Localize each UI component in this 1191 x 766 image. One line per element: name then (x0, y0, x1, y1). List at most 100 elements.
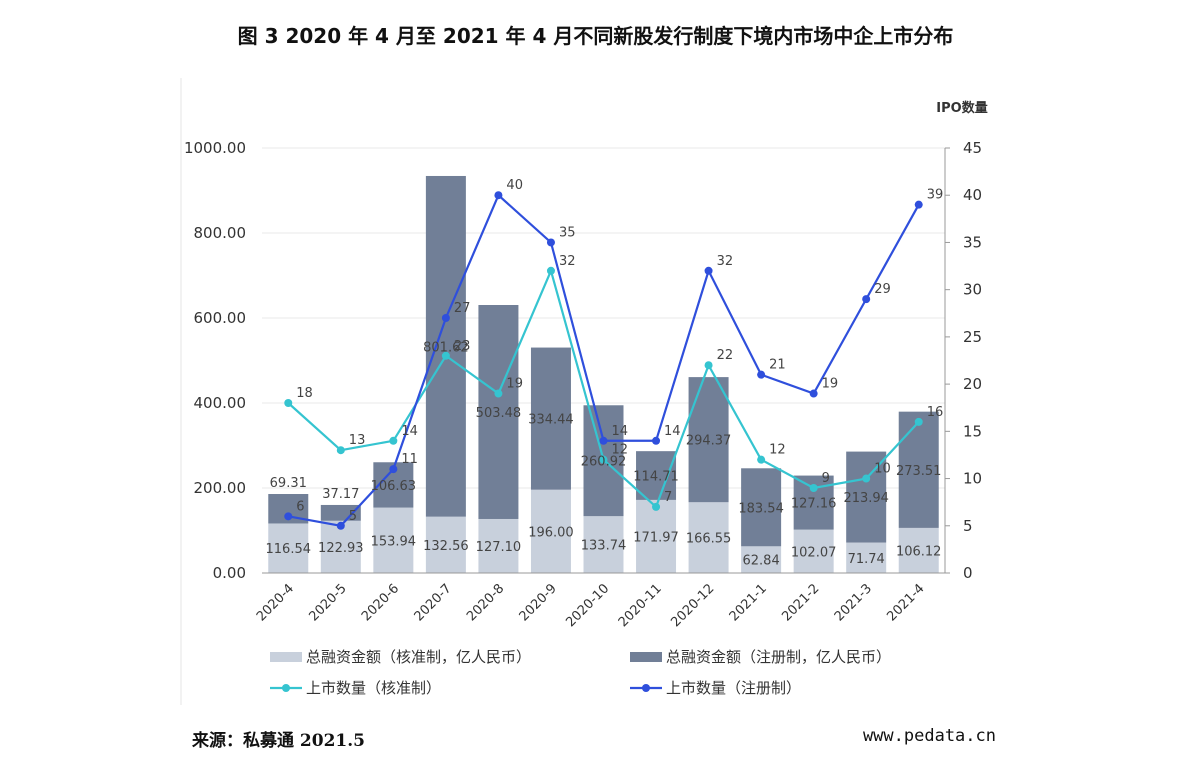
x-tick-label: 2021-2 (779, 581, 822, 624)
hezhun-count-point-label: 22 (717, 348, 734, 363)
bar-hezhun-label: 116.54 (266, 542, 312, 557)
hezhun-count-point-label: 7 (664, 490, 672, 505)
bar-zhuce (530, 347, 571, 490)
zhuce-count-point-label: 32 (717, 254, 734, 269)
zhuce-count-point-label: 40 (506, 178, 523, 193)
legend-hezhun-count-marker (282, 684, 290, 692)
legend-zhuce-amount-swatch (630, 652, 662, 662)
bar-zhuce (478, 305, 519, 519)
bar-hezhun (636, 499, 677, 573)
x-tick-label: 2020-11 (616, 581, 665, 630)
zhuce-count-point-label: 5 (349, 509, 357, 524)
left-tick-label: 600.00 (194, 309, 247, 327)
legend-zhuce-amount-text: 总融资金额（注册制，亿人民币） (666, 648, 891, 666)
zhuce-count-point (862, 295, 871, 304)
right-tick-label: 35 (963, 233, 982, 251)
zhuce-count-point (494, 191, 503, 200)
x-tick-label: 2020-5 (306, 581, 349, 624)
bar-hezhun (373, 507, 414, 573)
left-tick-label: 400.00 (194, 394, 247, 412)
right-tick-label: 45 (963, 139, 982, 157)
bar-zhuce-label: 127.16 (791, 497, 837, 512)
website-url: www.pedata.cn (862, 726, 996, 746)
hezhun-count-point-label: 12 (612, 443, 629, 458)
zhuce-count-point (652, 436, 661, 445)
x-tick-label: 2020-6 (359, 581, 402, 624)
zhuce-count-point (809, 389, 818, 398)
bar-hezhun-label: 122.93 (318, 541, 364, 556)
zhuce-count-point (284, 512, 293, 521)
zhuce-count-point (914, 200, 923, 209)
right-tick-label: 20 (963, 375, 982, 393)
bar-hezhun-label: 166.55 (686, 532, 732, 547)
hezhun-count-point (704, 361, 713, 370)
right-tick-label: 40 (963, 186, 982, 204)
hezhun-count-point (862, 474, 871, 483)
hezhun-count-point (441, 351, 450, 360)
zhuce-count-point (441, 314, 450, 322)
hezhun-count-point-label: 32 (559, 254, 576, 269)
bar-hezhun-label: 102.07 (791, 545, 837, 560)
bar-zhuce (846, 451, 887, 543)
hezhun-count-point (914, 417, 923, 426)
x-tick-label: 2020-4 (254, 581, 297, 624)
right-tick-label: 30 (963, 281, 982, 299)
legend-hezhun-amount-swatch (270, 652, 302, 662)
zhuce-count-point (599, 436, 608, 445)
hezhun-count-point-label: 14 (401, 424, 418, 439)
bar-hezhun-label: 196.00 (528, 525, 574, 540)
bar-zhuce-label: 106.63 (371, 479, 417, 494)
bar-hezhun (898, 527, 939, 573)
source-note: 来源：私募通 2021.5 (192, 731, 365, 751)
left-tick-label: 1000.00 (184, 139, 246, 157)
x-tick-label: 2021-1 (727, 581, 770, 624)
right-tick-label: 15 (963, 422, 982, 440)
zhuce-count-point-label: 6 (296, 499, 304, 514)
hezhun-count-point (809, 484, 818, 492)
x-tick-label: 2020-8 (464, 581, 507, 624)
bar-hezhun-label: 106.12 (896, 544, 942, 559)
chart-title: 图 3 2020 年 4 月至 2021 年 4 月不同新股发行制度下境内市场中… (237, 24, 954, 48)
x-tick-label: 2021-4 (884, 581, 927, 624)
bars-layer (268, 175, 939, 573)
hezhun-count-point (494, 389, 503, 398)
legend: 总融资金额（核准制，亿人民币） 总融资金额（注册制，亿人民币） 上市数量（核准制） 上… (270, 648, 891, 697)
hezhun-count-point (284, 399, 293, 407)
data-labels-layer: 116.54 69.31 122.93 37.17 153.94 106.63 132.56… (266, 178, 944, 568)
bar-zhuce-label: 37.17 (322, 487, 359, 502)
bar-hezhun (425, 516, 466, 573)
bar-hezhun (583, 516, 624, 573)
hezhun-count-point (757, 455, 766, 464)
zhuce-count-point-label: 27 (454, 301, 471, 316)
zhuce-count-point-label: 29 (874, 282, 891, 297)
bar-hezhun (741, 546, 782, 573)
zhuce-count-point-label: 14 (664, 424, 681, 439)
right-tick-label: 10 (963, 470, 982, 488)
hezhun-count-point (336, 446, 345, 455)
hezhun-count-point-label: 16 (927, 405, 944, 420)
legend-hezhun-count-text: 上市数量（核准制） (306, 679, 441, 697)
x-tick-label: 2021-3 (832, 581, 875, 624)
bar-zhuce-label: 273.51 (896, 464, 942, 479)
bar-zhuce (425, 175, 466, 517)
legend-zhuce-count-marker (642, 684, 650, 692)
zhuce-count-point-label: 11 (401, 452, 418, 467)
left-tick-label: 200.00 (194, 479, 247, 497)
legend-zhuce-count-text: 上市数量（注册制） (666, 679, 801, 697)
bar-zhuce (688, 377, 729, 503)
bar-zhuce-label: 260.92 (581, 455, 627, 470)
hezhun-count-point-label: 18 (296, 386, 313, 401)
hezhun-count-point-label: 19 (506, 377, 523, 392)
left-tick-label: 800.00 (194, 224, 247, 242)
right-axis-title: IPO数量 (936, 100, 987, 116)
bar-zhuce-label: 183.54 (738, 501, 784, 516)
lines-layer (284, 191, 923, 530)
bar-hezhun-label: 62.84 (743, 554, 780, 569)
bar-hezhun (688, 502, 729, 573)
zhuce-count-point (389, 465, 398, 474)
zhuce-count-point (704, 266, 713, 275)
right-tick-label: 0 (963, 564, 973, 582)
x-tick-label: 2020-9 (517, 581, 560, 624)
x-tick-label: 2020-10 (563, 581, 612, 630)
